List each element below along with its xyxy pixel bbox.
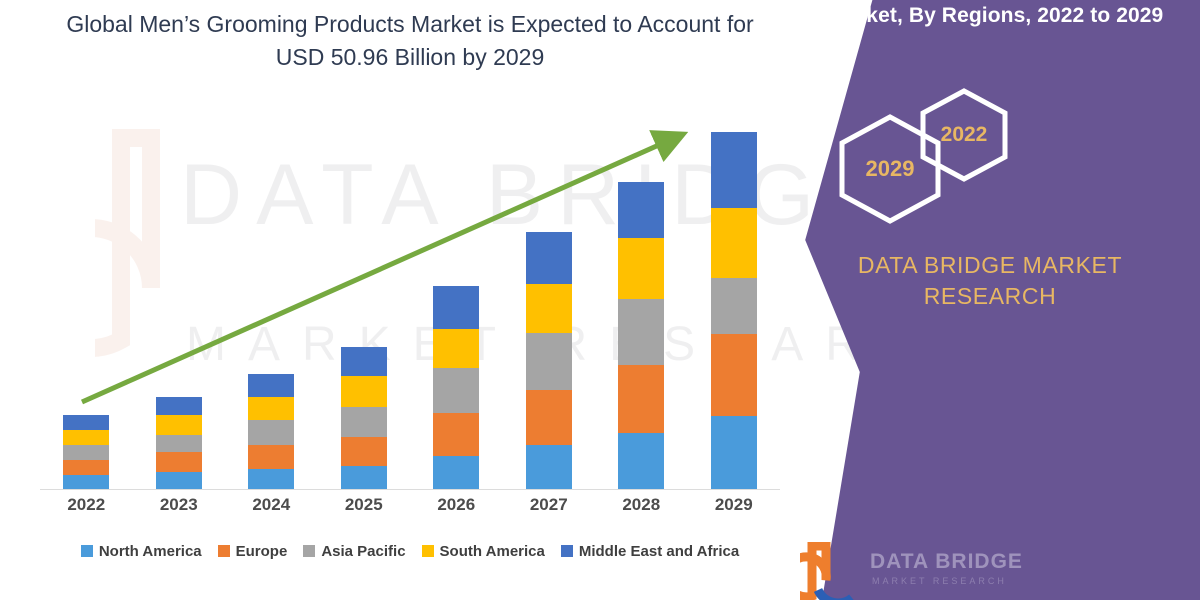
bar-segment (710, 132, 757, 208)
legend-item-asia-pacific[interactable]: Asia Pacific (303, 542, 406, 560)
legend-label: Middle East and Africa (578, 542, 740, 560)
bar-2026 (433, 285, 480, 490)
bar-segment (618, 237, 665, 299)
bar-segment (525, 232, 572, 285)
bar-segment (155, 472, 202, 490)
hexagon-2029-label: 2029 (865, 156, 915, 181)
x-tick-2028: 2028 (622, 495, 661, 514)
brand-panel-content: Global Men’s Grooming Products Market, B… (780, 0, 1200, 600)
bar-segment (63, 474, 110, 490)
footer-logo: DATA BRIDGE MARKET RESEARCH (781, 541, 1030, 600)
bar-2022 (63, 414, 110, 490)
bar-segment (155, 452, 202, 473)
footer-logo-text: DATA BRIDGE (870, 550, 1023, 573)
bar-segment (155, 434, 202, 453)
brand-panel (805, 0, 1200, 600)
bar-segment (248, 468, 295, 490)
legend-item-north-america[interactable]: North America (80, 542, 202, 560)
legend-item-middle-east-and-africa[interactable]: Middle East and Africa (560, 542, 740, 560)
bridge-b-logo-icon (781, 541, 854, 600)
bar-segment (340, 376, 387, 407)
brand-line-2: RESEARCH (923, 283, 1057, 309)
bar-segment (340, 465, 387, 490)
bar-segment (155, 414, 202, 435)
brand-name: DATA BRIDGE MARKET RESEARCH (780, 250, 1200, 312)
bar-segment (433, 368, 480, 414)
x-tick-2023: 2023 (159, 495, 198, 514)
bar-segment (340, 437, 387, 466)
legend-item-europe[interactable]: Europe (217, 542, 288, 560)
legend-label: North America (98, 542, 202, 560)
hexagon-group: 2029 2022 (808, 88, 1200, 225)
legend-swatch-icon (303, 545, 316, 557)
chart-title: Global Men’s Grooming Products Market is… (66, 11, 754, 70)
bar-segment (63, 459, 110, 475)
footer-logo-subtext: MARKET RESEARCH (872, 576, 1007, 586)
bar-segment (618, 182, 665, 238)
axis-baseline (40, 489, 780, 490)
bar-segment (525, 332, 572, 390)
hexagon-2022-label: 2022 (940, 123, 988, 146)
bar-segment (248, 396, 295, 420)
x-tick-2027: 2027 (529, 495, 568, 514)
bar-2029 (710, 132, 757, 490)
bar-segment (433, 413, 480, 456)
bar-2025 (340, 346, 387, 490)
legend-label: Europe (235, 542, 288, 560)
bar-segment (525, 445, 572, 490)
legend-swatch-icon (217, 545, 230, 557)
bar-segment (710, 334, 757, 417)
bar-2027 (525, 232, 572, 490)
bar-2024 (248, 374, 295, 490)
hexagon-2022: 2022 (918, 87, 1010, 183)
legend-swatch-icon (421, 545, 434, 557)
hexagon-outline-icon (839, 114, 941, 224)
bar-segment (433, 456, 480, 490)
bar-segment (618, 298, 665, 365)
bar-segment (340, 346, 387, 377)
bar-segment (63, 444, 110, 460)
bar-segment (433, 328, 480, 369)
bar-2028 (618, 182, 665, 490)
x-tick-2024: 2024 (252, 495, 291, 514)
bar-segment (710, 416, 757, 490)
legend-label: Asia Pacific (321, 542, 406, 560)
bar-segment (710, 207, 757, 278)
bar-segment (710, 277, 757, 335)
bar-segment (340, 406, 387, 438)
bar-segment (618, 364, 665, 433)
bar-segment (618, 432, 665, 490)
panel-title: Market, By Regions, 2022 to 2029 (828, 4, 1164, 27)
chart-region: Global Men’s Grooming Products Market is… (40, 11, 780, 564)
x-axis-labels: 2022 2023 2024 2025 2026 2027 2028 2029 (40, 495, 780, 521)
stacked-bars (40, 110, 780, 490)
x-tick-2029: 2029 (714, 495, 753, 514)
legend-swatch-icon (560, 545, 573, 557)
bar-segment (63, 414, 110, 430)
hexagon-2029: 2029 (836, 113, 944, 225)
bar-segment (248, 374, 295, 397)
bar-segment (525, 284, 572, 333)
x-tick-2026: 2026 (437, 495, 476, 514)
bar-segment (248, 444, 295, 469)
chart-legend: North America Europe Asia Pacific South Ame… (40, 538, 780, 564)
hexagon-outline-icon (920, 88, 1008, 182)
x-tick-2025: 2025 (344, 495, 383, 514)
bar-segment (63, 429, 110, 445)
x-tick-2022: 2022 (67, 495, 106, 514)
legend-swatch-icon (80, 545, 93, 557)
bar-segment (433, 285, 480, 329)
bar-segment (155, 396, 202, 415)
bar-segment (248, 419, 295, 445)
bar-segment (525, 389, 572, 446)
brand-line-1: DATA BRIDGE MARKET (857, 252, 1123, 278)
plot-area (40, 110, 780, 490)
legend-item-south-america[interactable]: South America (421, 542, 545, 560)
bar-2023 (155, 396, 202, 490)
legend-label: South America (439, 542, 545, 560)
